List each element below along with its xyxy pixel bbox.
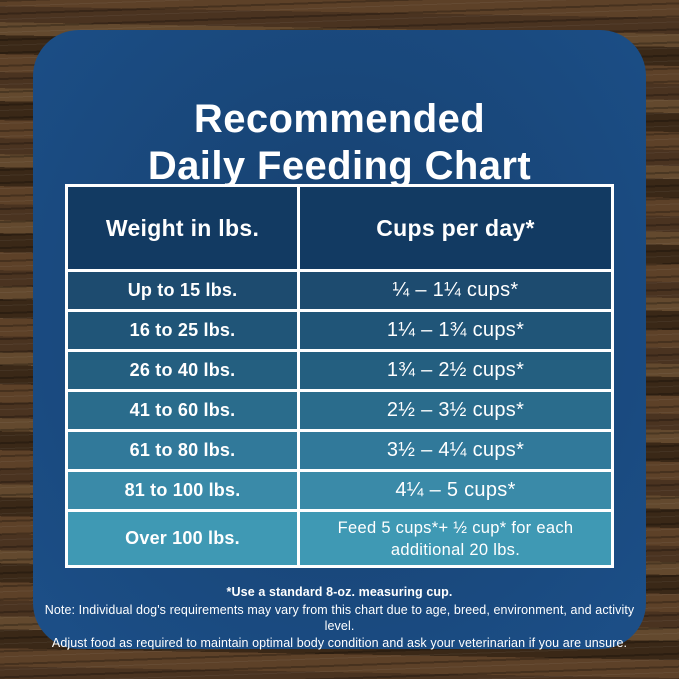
weight-cell: 61 to 80 lbs. xyxy=(68,432,297,469)
table-row: Over 100 lbs. Feed 5 cups*+ ½ cup* for e… xyxy=(68,512,611,565)
table-row: 41 to 60 lbs. 2½ – 3½ cups* xyxy=(68,392,611,429)
weight-cell: 16 to 25 lbs. xyxy=(68,312,297,349)
column-header-cups: Cups per day* xyxy=(300,187,611,269)
table-row: 81 to 100 lbs. 4¼ – 5 cups* xyxy=(68,472,611,509)
weight-cell: 41 to 60 lbs. xyxy=(68,392,297,429)
table-row: 16 to 25 lbs. 1¼ – 1¾ cups* xyxy=(68,312,611,349)
weight-cell: 26 to 40 lbs. xyxy=(68,352,297,389)
page-title: Recommended Daily Feeding Chart xyxy=(33,96,646,190)
weight-cell: Over 100 lbs. xyxy=(68,512,297,565)
weight-cell: Up to 15 lbs. xyxy=(68,272,297,309)
feeding-table: Weight in lbs. Cups per day* Up to 15 lb… xyxy=(65,184,614,568)
feeding-chart-panel: Recommended Daily Feeding Chart Weight i… xyxy=(33,30,646,651)
cups-cell: Feed 5 cups*+ ½ cup* for each additional… xyxy=(300,512,611,565)
cups-cell: 3½ – 4¼ cups* xyxy=(300,432,611,469)
cups-cell: 4¼ – 5 cups* xyxy=(300,472,611,509)
footnote-disclaimer-1: Note: Individual dog's requirements may … xyxy=(44,602,635,634)
cups-cell: ¼ – 1¼ cups* xyxy=(300,272,611,309)
table-row: 26 to 40 lbs. 1¾ – 2½ cups* xyxy=(68,352,611,389)
table-row: Up to 15 lbs. ¼ – 1¼ cups* xyxy=(68,272,611,309)
table-row: 61 to 80 lbs. 3½ – 4¼ cups* xyxy=(68,432,611,469)
cups-cell: 1¼ – 1¾ cups* xyxy=(300,312,611,349)
cups-cell: 2½ – 3½ cups* xyxy=(300,392,611,429)
footnote-measuring-cup: *Use a standard 8-oz. measuring cup. xyxy=(226,585,453,599)
footnote-disclaimer-2: Adjust food as required to maintain opti… xyxy=(51,635,628,650)
footnotes: *Use a standard 8-oz. measuring cup. Not… xyxy=(33,584,646,651)
title-line-2: Daily Feeding Chart xyxy=(147,144,532,188)
table-header-row: Weight in lbs. Cups per day* xyxy=(68,187,611,269)
weight-cell: 81 to 100 lbs. xyxy=(68,472,297,509)
cups-cell: 1¾ – 2½ cups* xyxy=(300,352,611,389)
column-header-weight: Weight in lbs. xyxy=(68,187,297,269)
title-line-1: Recommended xyxy=(193,97,486,141)
